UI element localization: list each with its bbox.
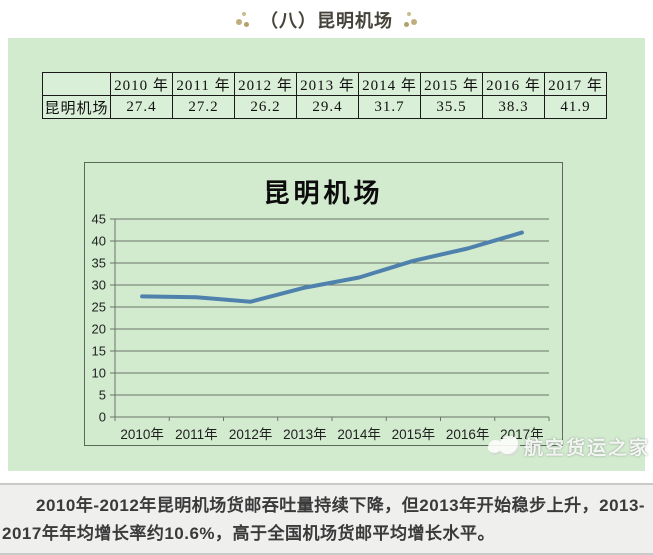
table-row-label: 昆明机场 xyxy=(42,95,111,119)
y-tick-label: 40 xyxy=(92,234,106,249)
table-year-header: 2014 年 xyxy=(358,72,421,96)
x-tick-label: 2011年 xyxy=(175,427,218,442)
chart-title: 昆明机场 xyxy=(263,179,384,208)
table-data-row: 昆明机场 27.4 27.2 26.2 29.4 31.7 35.5 38.3 41.9 xyxy=(42,95,607,119)
table-header-row: 2010 年 2011 年 2012 年 2013 年 2014 年 2015 年 2016… xyxy=(42,72,607,96)
y-tick-label: 45 xyxy=(92,212,106,227)
summary-panel: 2010年-2012年昆明机场货邮吞吐量持续下降，但2013年开始稳步上升，20… xyxy=(0,483,653,555)
table-year-header: 2017 年 xyxy=(544,72,607,96)
table-year-header: 2012 年 xyxy=(234,72,297,96)
table-year-header: 2016 年 xyxy=(482,72,545,96)
table-year-header: 2010 年 xyxy=(110,72,173,96)
y-tick-label: 0 xyxy=(99,410,106,425)
y-tick-label: 35 xyxy=(92,256,106,271)
table-year-header: 2013 年 xyxy=(296,72,359,96)
table-year-header: 2015 年 xyxy=(420,72,483,96)
doc-title-row: （八）昆明机场 xyxy=(0,6,653,34)
y-tick-label: 25 xyxy=(92,300,106,315)
x-tick-label: 2017年 xyxy=(500,427,544,442)
table-value-cell: 29.4 xyxy=(296,95,359,119)
x-tick-label: 2016年 xyxy=(446,427,490,442)
table-value-cell: 27.4 xyxy=(110,95,173,119)
line-chart: 昆明机场 0 5 10 15 20 25 30 35 40 45 2010年 2011年 2012年 20… xyxy=(84,162,563,446)
x-tick-label: 2015年 xyxy=(392,427,436,442)
x-tick-label: 2010年 xyxy=(120,427,164,442)
page-title: （八）昆明机场 xyxy=(260,11,393,31)
table-corner-cell xyxy=(42,72,111,96)
y-tick-label: 30 xyxy=(92,278,106,293)
x-tick-label: 2014年 xyxy=(337,427,381,442)
content-panel: 2010 年 2011 年 2012 年 2013 年 2014 年 2015 年 2016… xyxy=(8,38,648,471)
table-value-cell: 41.9 xyxy=(544,95,607,119)
table-value-cell: 38.3 xyxy=(482,95,545,119)
y-tick-label: 15 xyxy=(92,344,106,359)
y-tick-label: 10 xyxy=(92,366,106,381)
y-tick-label: 20 xyxy=(92,322,106,337)
chart-plot-area: 0 5 10 15 20 25 30 35 40 45 2010年 2011年 2012年 2013年 20… xyxy=(92,212,550,442)
x-tick-label: 2013年 xyxy=(283,427,327,442)
table-value-cell: 26.2 xyxy=(234,95,297,119)
table-value-cell: 27.2 xyxy=(172,95,235,119)
data-series-line xyxy=(140,230,524,304)
title-ornament-right-icon xyxy=(403,11,418,29)
table-value-cell: 31.7 xyxy=(358,95,421,119)
table-year-header: 2011 年 xyxy=(172,72,235,96)
airport-data-table: 2010 年 2011 年 2012 年 2013 年 2014 年 2015 年 2016… xyxy=(42,72,607,119)
summary-text: 2010年-2012年昆明机场货邮吞吐量持续下降，但2013年开始稳步上升，20… xyxy=(2,496,646,543)
x-tick-label: 2012年 xyxy=(229,427,273,442)
title-ornament-left-icon xyxy=(235,11,250,29)
table-value-cell: 35.5 xyxy=(420,95,483,119)
y-tick-label: 5 xyxy=(99,388,106,403)
